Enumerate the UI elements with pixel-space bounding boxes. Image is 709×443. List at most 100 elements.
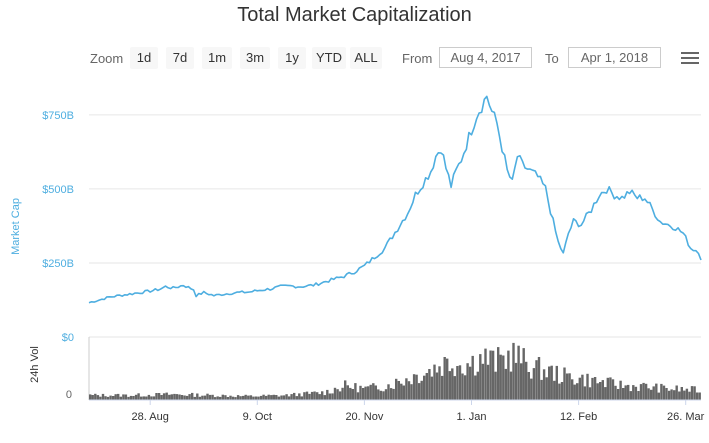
volume-bar [191,392,194,400]
volume-bar [247,395,250,400]
volume-bar [502,355,505,400]
volume-bar [410,384,413,400]
volume-bar [257,396,260,400]
volume-bar [448,371,451,400]
volume-bar [606,377,609,400]
volume-bar [504,368,508,400]
to-label: To [545,51,559,66]
zoom-7d-button[interactable]: 7d [166,47,194,69]
volume-bar [673,390,676,400]
zoom-ytd-button[interactable]: YTD [312,47,346,69]
volume-bar [216,396,219,400]
from-date-input[interactable] [439,47,532,68]
volume-bar [99,396,102,400]
volume-bar [168,394,171,400]
volume-bar [137,393,140,400]
volume-bar [616,389,620,400]
volume-bar [560,382,564,400]
volume-bar [527,372,530,400]
volume-bar [652,386,655,400]
volume-bar [359,385,362,400]
volume-bar [657,392,660,400]
volume-bar [147,394,151,400]
zoom-1d-button[interactable]: 1d [130,47,158,69]
volume-bar [226,397,230,400]
volume-bar [530,378,533,400]
volume-bar [474,375,477,400]
volume-bar [318,394,321,400]
volume-bar [423,375,426,400]
volume-bar [412,374,416,400]
volume-bar [140,396,143,400]
volume-bar [361,388,365,400]
volume-bar [517,345,520,400]
volume-bar [89,394,92,400]
volume-bar [293,392,296,400]
x-tick-label: 12. Feb [560,411,597,423]
volume-bar [568,373,571,400]
volume-bar [119,396,122,400]
volume-bar [662,385,666,400]
volume-bar [435,372,439,400]
volume-bar [364,386,367,400]
volume-bar [219,396,222,400]
volume-bar [611,379,615,400]
volume-bar [285,394,288,400]
volume-bar [303,392,306,400]
zoom-label: Zoom [90,51,124,66]
volume-bar [193,396,196,400]
volume-bar [685,388,689,400]
zoom-1m-button[interactable]: 1m [202,47,232,69]
volume-bar [310,391,314,400]
zoom-1y-button[interactable]: 1y [278,47,306,69]
volume-bar [537,357,541,400]
volume-bar [471,355,474,400]
volume-bar [604,387,607,400]
volume-bar [512,342,515,400]
volume-bar [316,392,319,400]
volume-bar [112,396,115,400]
volume-bar [550,365,553,400]
volume-bar [282,395,286,400]
volume-bar [198,396,202,400]
volume-bar [525,361,528,400]
volume-bar [463,375,467,400]
chart-title: Total Market Capitalization [237,4,472,26]
volume-bar [481,363,485,400]
volume-bar [178,394,181,400]
volume-bar [152,396,156,400]
volume-bar [428,369,431,400]
hamburger-menu-icon[interactable] [681,52,699,66]
volume-bar [336,389,339,400]
volume-bar [224,395,227,400]
volume-bar [300,396,303,400]
volume-bar [290,394,293,400]
volume-bar [321,391,324,400]
zoom-all-button[interactable]: ALL [350,47,382,69]
volume-bar [221,394,224,400]
volume-bar [438,366,441,400]
volume-bar [267,394,270,400]
volume-bar [417,383,421,400]
volume-bar [308,393,311,400]
volume-bar [242,395,245,400]
volume-bar [392,388,395,400]
volume-bar [338,391,342,400]
zoom-3m-button[interactable]: 3m [240,47,270,69]
volume-bar [461,373,464,400]
volume-bar [453,376,456,400]
volume-bar [688,391,691,400]
volume-bar [280,395,283,400]
volume-bar [372,383,375,400]
volume-bar [509,371,513,400]
volume-bar [244,394,247,400]
volume-bar [91,395,94,400]
volume-bar [540,379,543,400]
volume-bar [239,396,242,400]
x-tick-label: 20. Nov [345,411,383,423]
volume-bar [660,383,663,400]
volume-bar [514,362,518,400]
volume-bar [553,380,556,400]
to-date-input[interactable] [568,47,661,68]
